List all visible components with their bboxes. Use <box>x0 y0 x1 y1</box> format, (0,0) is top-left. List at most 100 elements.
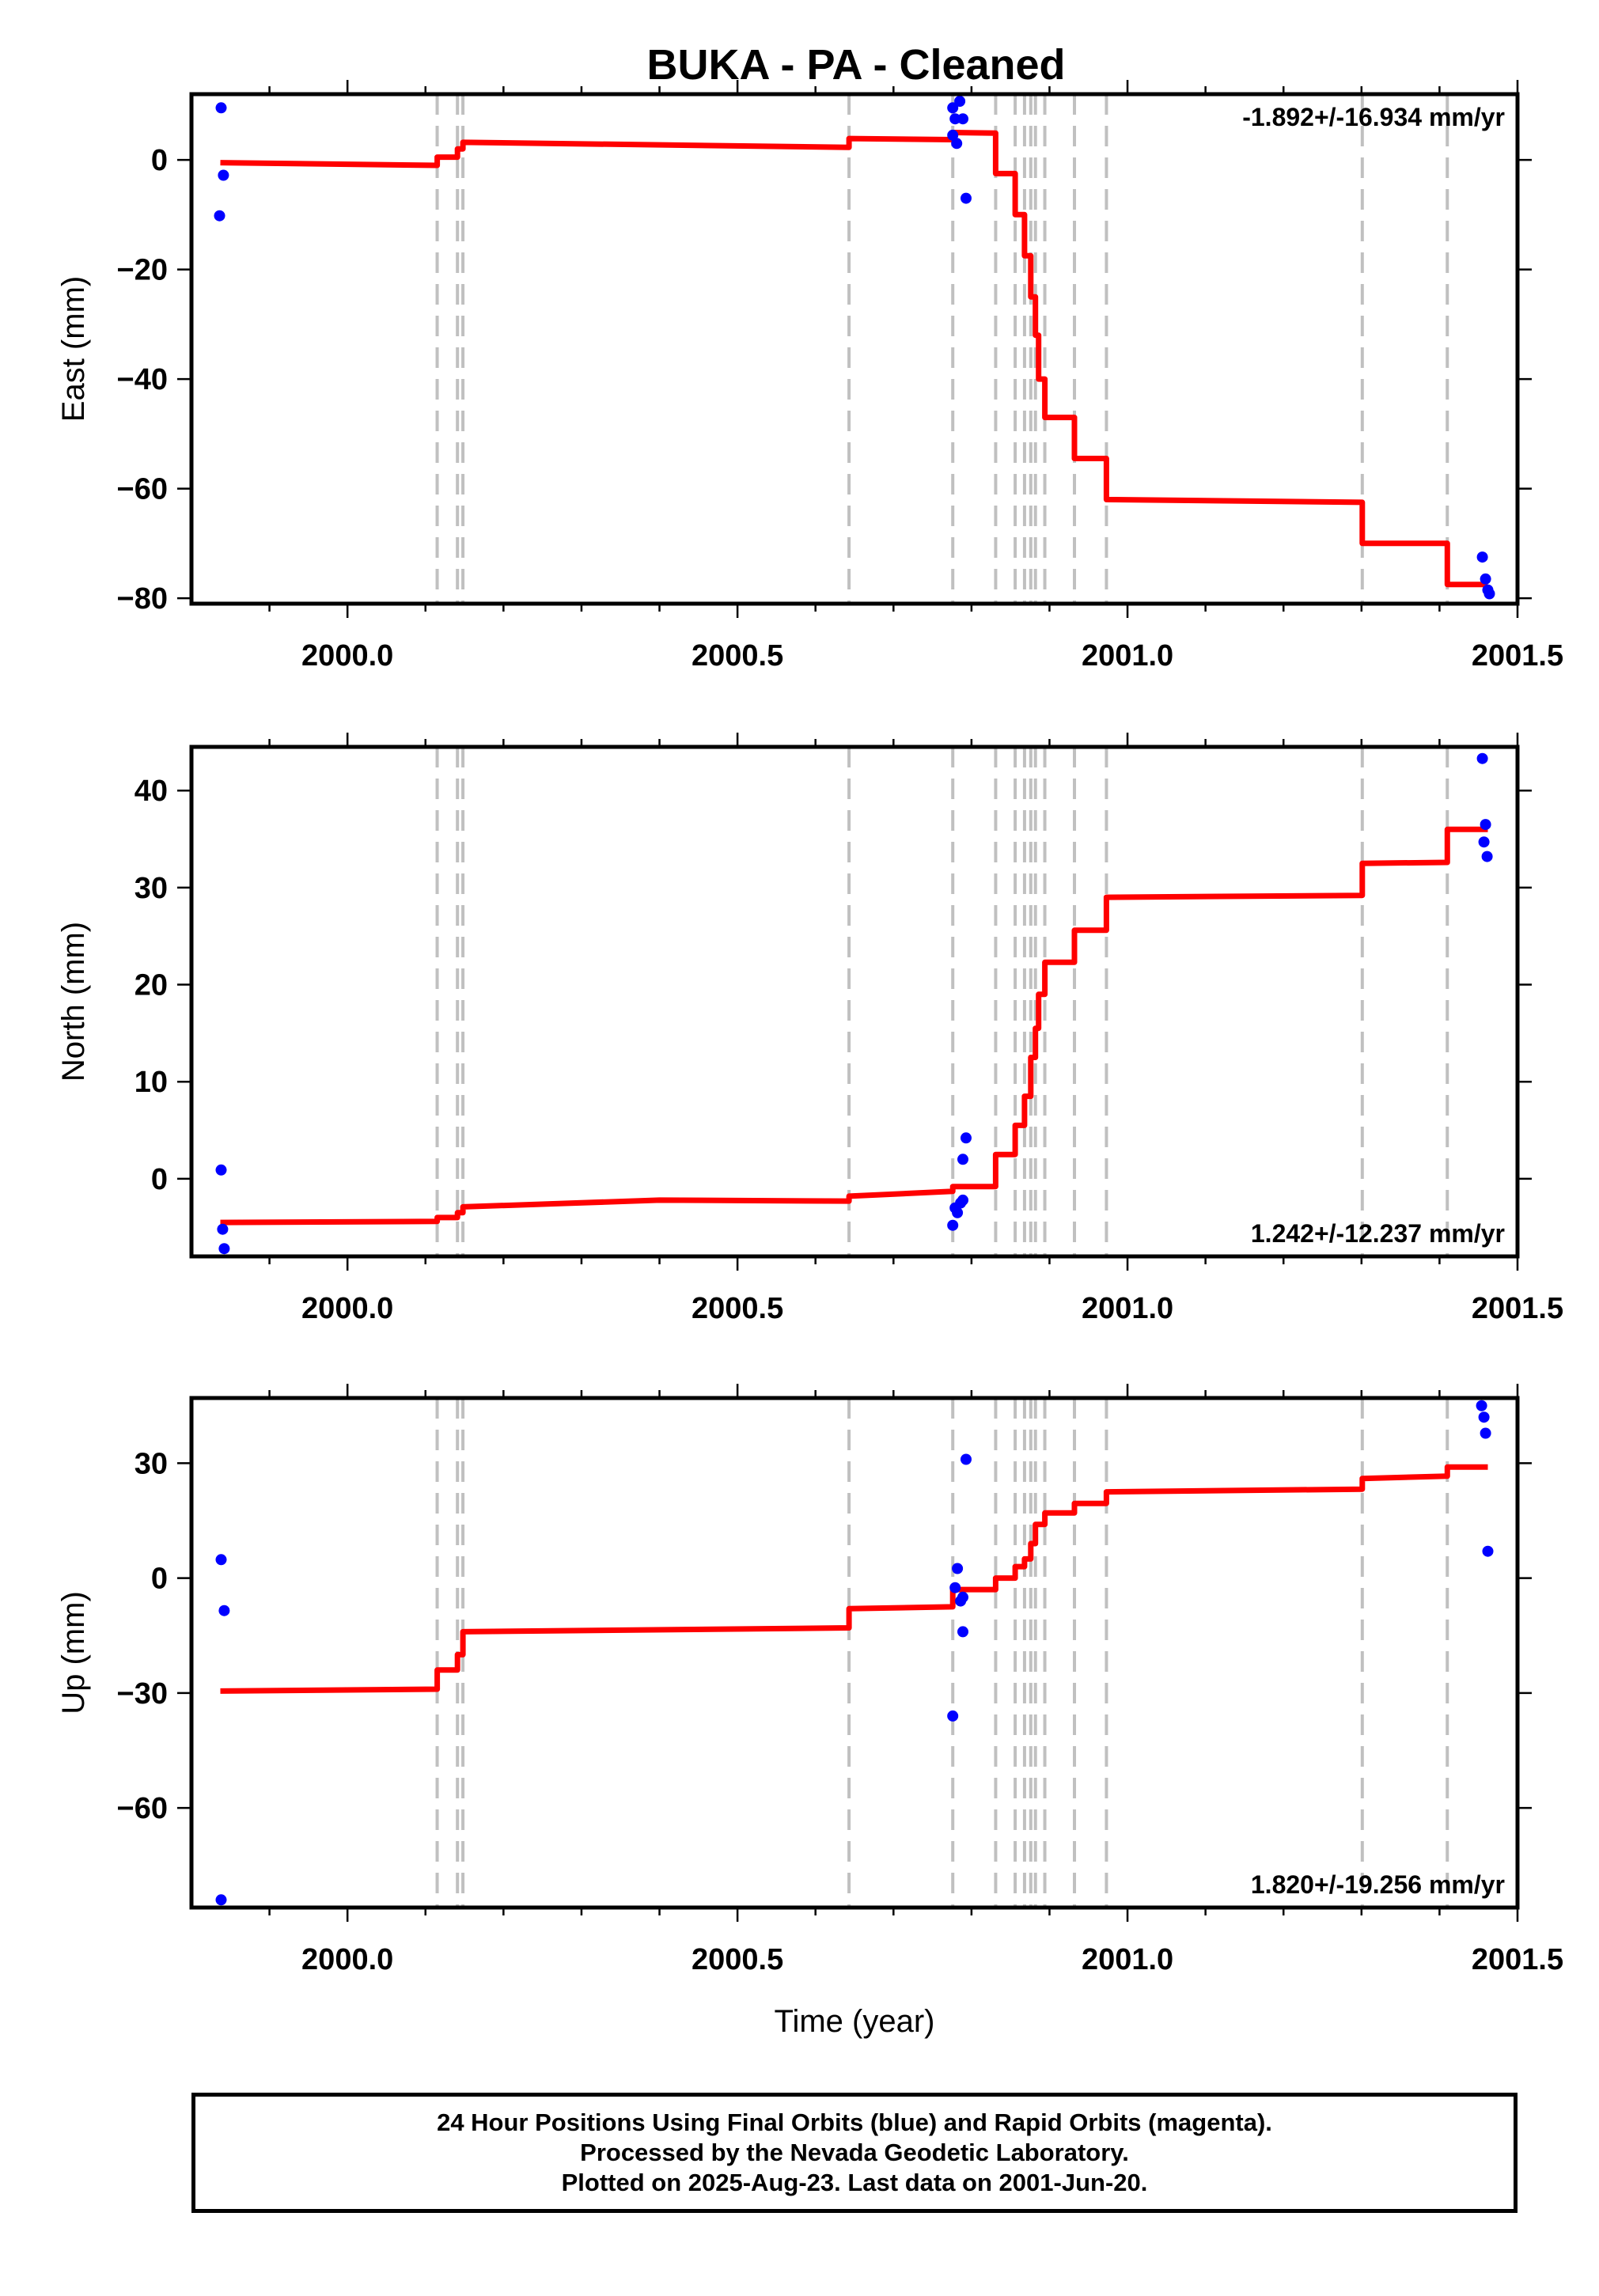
observation-points <box>214 96 1495 600</box>
data-point <box>961 192 972 204</box>
offset-lines <box>435 747 1449 1256</box>
data-point <box>947 102 959 114</box>
x-tick-label: 2001.0 <box>1082 639 1173 673</box>
y-tick-label: 10 <box>135 1066 168 1099</box>
y-tick-labels: 0 10 20 30 40 <box>135 775 168 1196</box>
observation-points <box>215 752 1493 1255</box>
plot-frame <box>189 744 1520 1259</box>
data-point <box>952 1207 964 1218</box>
data-point <box>961 1132 972 1144</box>
plot-frame <box>189 92 1520 606</box>
x-tick-label: 2000.5 <box>692 639 783 673</box>
model-fit-line <box>220 826 1488 1226</box>
y-axis-label: Up (mm) <box>56 1591 91 1714</box>
data-point <box>217 1223 229 1235</box>
data-point <box>952 1563 964 1574</box>
model-series <box>220 1464 1488 1694</box>
model-fit-line <box>220 1464 1488 1694</box>
axis-ticks <box>177 1384 1532 1922</box>
data-point <box>1480 1427 1491 1439</box>
data-point <box>949 113 961 125</box>
axis-ticks <box>177 80 1532 618</box>
panel-east: 2000.0 2000.5 2001.0 2001.5 0 −20 −40 −60 −80 E… <box>56 80 1563 673</box>
x-axis-label: Time (year) <box>775 2004 935 2039</box>
footer-line-1: 24 Hour Positions Using Final Orbits (bl… <box>437 2108 1272 2136</box>
x-tick-label: 2000.0 <box>301 639 393 673</box>
data-point <box>218 1605 230 1616</box>
x-tick-label: 2001.5 <box>1472 1292 1563 1325</box>
x-tick-label: 2000.0 <box>301 1292 393 1325</box>
data-point <box>957 1194 968 1206</box>
data-point <box>215 1164 227 1176</box>
data-point <box>218 1243 230 1255</box>
footer-line-2: Processed by the Nevada Geodetic Laborat… <box>580 2139 1129 2166</box>
data-point <box>954 96 966 107</box>
data-point <box>1476 551 1488 563</box>
y-axis-label: North (mm) <box>56 922 91 1082</box>
data-point <box>215 102 227 114</box>
data-point <box>215 1554 227 1566</box>
data-point <box>1481 851 1493 862</box>
x-tick-label: 2001.0 <box>1082 1292 1173 1325</box>
data-point <box>951 138 963 150</box>
x-tick-labels: 2000.0 2000.5 2001.0 2001.5 <box>301 1943 1563 1976</box>
y-tick-label: 20 <box>135 969 168 1002</box>
model-fit-line <box>220 130 1488 588</box>
data-point <box>218 169 229 181</box>
x-tick-label: 2000.0 <box>301 1943 393 1976</box>
panel-north: 2000.0 2000.5 2001.0 2001.5 0 10 20 30 40 North… <box>56 733 1563 1325</box>
y-tick-label: 0 <box>151 1563 168 1596</box>
data-point <box>215 1894 227 1906</box>
rate-label: -1.892+/-16.934 mm/yr <box>1242 103 1505 131</box>
y-tick-label: 30 <box>135 872 168 905</box>
y-tick-labels: 30 0 −30 −60 <box>117 1447 168 1825</box>
data-point <box>947 1219 959 1231</box>
x-tick-labels: 2000.0 2000.5 2001.0 2001.5 <box>301 639 1563 673</box>
panel-up: 2000.0 2000.5 2001.0 2001.5 30 0 −30 −60 Up (m… <box>56 1384 1563 2039</box>
y-tick-label: −60 <box>117 473 168 506</box>
model-series <box>220 130 1488 588</box>
y-tick-label: −80 <box>117 582 168 616</box>
data-point <box>957 113 968 125</box>
data-point <box>1476 752 1488 764</box>
y-tick-label: 0 <box>151 1163 168 1196</box>
data-point <box>1478 836 1490 848</box>
rate-label: 1.820+/-19.256 mm/yr <box>1251 1870 1505 1899</box>
data-point <box>1483 588 1495 600</box>
y-tick-label: 30 <box>135 1447 168 1480</box>
offset-lines <box>435 1398 1449 1908</box>
y-tick-label: −60 <box>117 1792 168 1825</box>
data-point <box>1480 573 1491 585</box>
data-point <box>1478 1411 1490 1423</box>
chart-title: BUKA - PA - Cleaned <box>646 41 1065 89</box>
footer-line-3: Plotted on 2025-Aug-23. Last data on 200… <box>561 2169 1148 2196</box>
observation-points <box>215 1400 1494 1906</box>
data-point <box>1482 1545 1494 1557</box>
data-point <box>214 210 225 222</box>
data-point <box>1480 819 1491 831</box>
y-tick-labels: 0 −20 −40 −60 −80 <box>117 144 168 616</box>
y-tick-label: −20 <box>117 254 168 287</box>
x-tick-label: 2000.5 <box>692 1943 783 1976</box>
rate-label: 1.242+/-12.237 mm/yr <box>1251 1219 1505 1248</box>
footer-caption-box: 24 Hour Positions Using Final Orbits (bl… <box>191 2093 1518 2213</box>
model-series <box>220 826 1488 1226</box>
y-tick-label: −40 <box>117 363 168 396</box>
x-tick-label: 2001.0 <box>1082 1943 1173 1976</box>
data-point <box>957 1626 968 1638</box>
plot-frame <box>189 1396 1520 1910</box>
x-tick-labels: 2000.0 2000.5 2001.0 2001.5 <box>301 1292 1563 1325</box>
x-tick-label: 2001.5 <box>1472 639 1563 673</box>
data-point <box>947 1710 959 1722</box>
y-axis-label: East (mm) <box>56 276 91 422</box>
x-tick-label: 2001.5 <box>1472 1943 1563 1976</box>
data-point <box>957 1154 968 1165</box>
y-tick-label: 0 <box>151 144 168 177</box>
y-tick-label: 40 <box>135 775 168 808</box>
data-point <box>1476 1400 1487 1411</box>
offset-lines <box>435 94 1449 604</box>
data-point <box>961 1453 972 1465</box>
data-point <box>947 129 959 141</box>
data-point <box>949 1582 961 1593</box>
